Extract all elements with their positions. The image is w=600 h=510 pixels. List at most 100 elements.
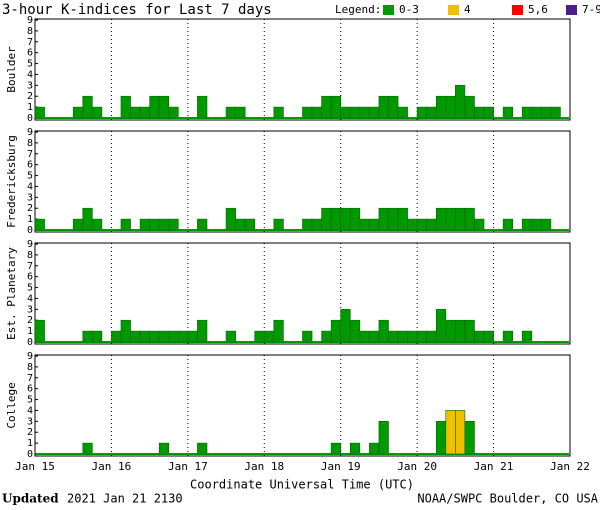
y-tick-label: 5 <box>27 59 33 70</box>
bar <box>502 106 513 119</box>
bar <box>92 330 103 343</box>
x-tick-label: Jan 16 <box>92 460 132 473</box>
y-tick-label: 3 <box>27 304 33 315</box>
y-tick-label: 8 <box>27 250 33 261</box>
x-tick-label: Jan 22 <box>550 460 590 473</box>
bar <box>521 218 533 231</box>
bar <box>82 330 93 343</box>
bar <box>483 330 494 343</box>
bar <box>120 95 131 119</box>
bar <box>455 410 466 455</box>
bar <box>388 207 399 231</box>
bar <box>359 106 370 119</box>
bar <box>369 218 380 231</box>
y-tick-label: 0 <box>27 113 33 124</box>
y-tick-label: 9 <box>27 15 33 26</box>
bar <box>416 330 427 343</box>
bar <box>34 319 45 343</box>
x-tick-label: Jan 18 <box>244 460 284 473</box>
x-tick-label: Jan 15 <box>15 460 55 473</box>
panel <box>34 242 571 345</box>
bar <box>321 330 332 343</box>
bar <box>474 106 485 119</box>
bar <box>130 106 141 119</box>
y-tick-label: 8 <box>27 26 33 37</box>
bar <box>521 330 533 343</box>
bar <box>388 95 399 119</box>
bar <box>426 330 437 343</box>
bar <box>550 106 561 119</box>
bar <box>149 218 160 231</box>
bar <box>474 330 485 343</box>
bar <box>302 106 313 119</box>
chart-title: 3-hour K-indices for Last 7 days <box>2 2 272 18</box>
bar <box>340 106 351 119</box>
y-tick-label: 8 <box>27 138 33 149</box>
bar <box>397 207 408 231</box>
bar <box>197 442 208 455</box>
bar <box>359 330 370 343</box>
bar <box>321 207 332 231</box>
bar <box>426 218 437 231</box>
bar <box>197 319 208 343</box>
y-tick-label: 9 <box>27 351 33 362</box>
bar <box>120 218 131 231</box>
bar <box>273 319 284 343</box>
bar <box>158 330 170 343</box>
bar <box>541 218 552 231</box>
y-tick-label: 6 <box>27 384 33 395</box>
y-tick-label: 4 <box>27 69 33 80</box>
bar <box>435 421 447 455</box>
bar <box>34 218 45 231</box>
bar <box>378 319 389 343</box>
bar <box>321 95 332 119</box>
bar <box>464 207 475 231</box>
bar <box>149 95 160 119</box>
bar <box>130 330 141 343</box>
bar <box>111 330 122 343</box>
bar <box>168 330 179 343</box>
y-tick-label: 7 <box>27 149 33 160</box>
bar <box>120 319 131 343</box>
bar <box>158 442 170 455</box>
bar <box>426 106 437 119</box>
bar <box>72 106 84 119</box>
y-axis-label: College <box>5 382 18 428</box>
bar <box>149 330 160 343</box>
bar <box>531 106 542 119</box>
credit: NOAA/SWPC Boulder, CO USA <box>417 492 598 506</box>
y-tick-label: 4 <box>27 181 33 192</box>
bar <box>34 106 45 119</box>
legend-swatch <box>448 5 459 15</box>
bar <box>416 106 427 119</box>
bar <box>225 106 236 119</box>
bar <box>407 218 418 231</box>
bar <box>139 106 150 119</box>
bar <box>464 95 475 119</box>
y-tick-label: 7 <box>27 37 33 48</box>
bar <box>378 421 389 455</box>
y-tick-label: 3 <box>27 192 33 203</box>
updated-label: Updated <box>2 492 59 506</box>
y-tick-label: 4 <box>27 293 33 304</box>
y-tick-label: 2 <box>27 427 33 438</box>
bar <box>311 218 322 231</box>
y-tick-label: 0 <box>27 337 33 348</box>
bar <box>197 218 208 231</box>
bar <box>397 106 408 119</box>
x-tick-label: Jan 20 <box>397 460 437 473</box>
bar <box>349 106 361 119</box>
y-tick-label: 1 <box>27 102 33 113</box>
bar <box>445 410 456 455</box>
y-tick-label: 6 <box>27 272 33 283</box>
bar <box>82 442 93 455</box>
bar <box>273 218 284 231</box>
bar <box>407 330 418 343</box>
bar <box>455 319 466 343</box>
x-tick-label: Jan 21 <box>474 460 514 473</box>
bar <box>369 442 380 455</box>
x-tick-label: Jan 17 <box>168 460 208 473</box>
y-tick-label: 2 <box>27 91 33 102</box>
legend-swatch <box>383 5 394 15</box>
